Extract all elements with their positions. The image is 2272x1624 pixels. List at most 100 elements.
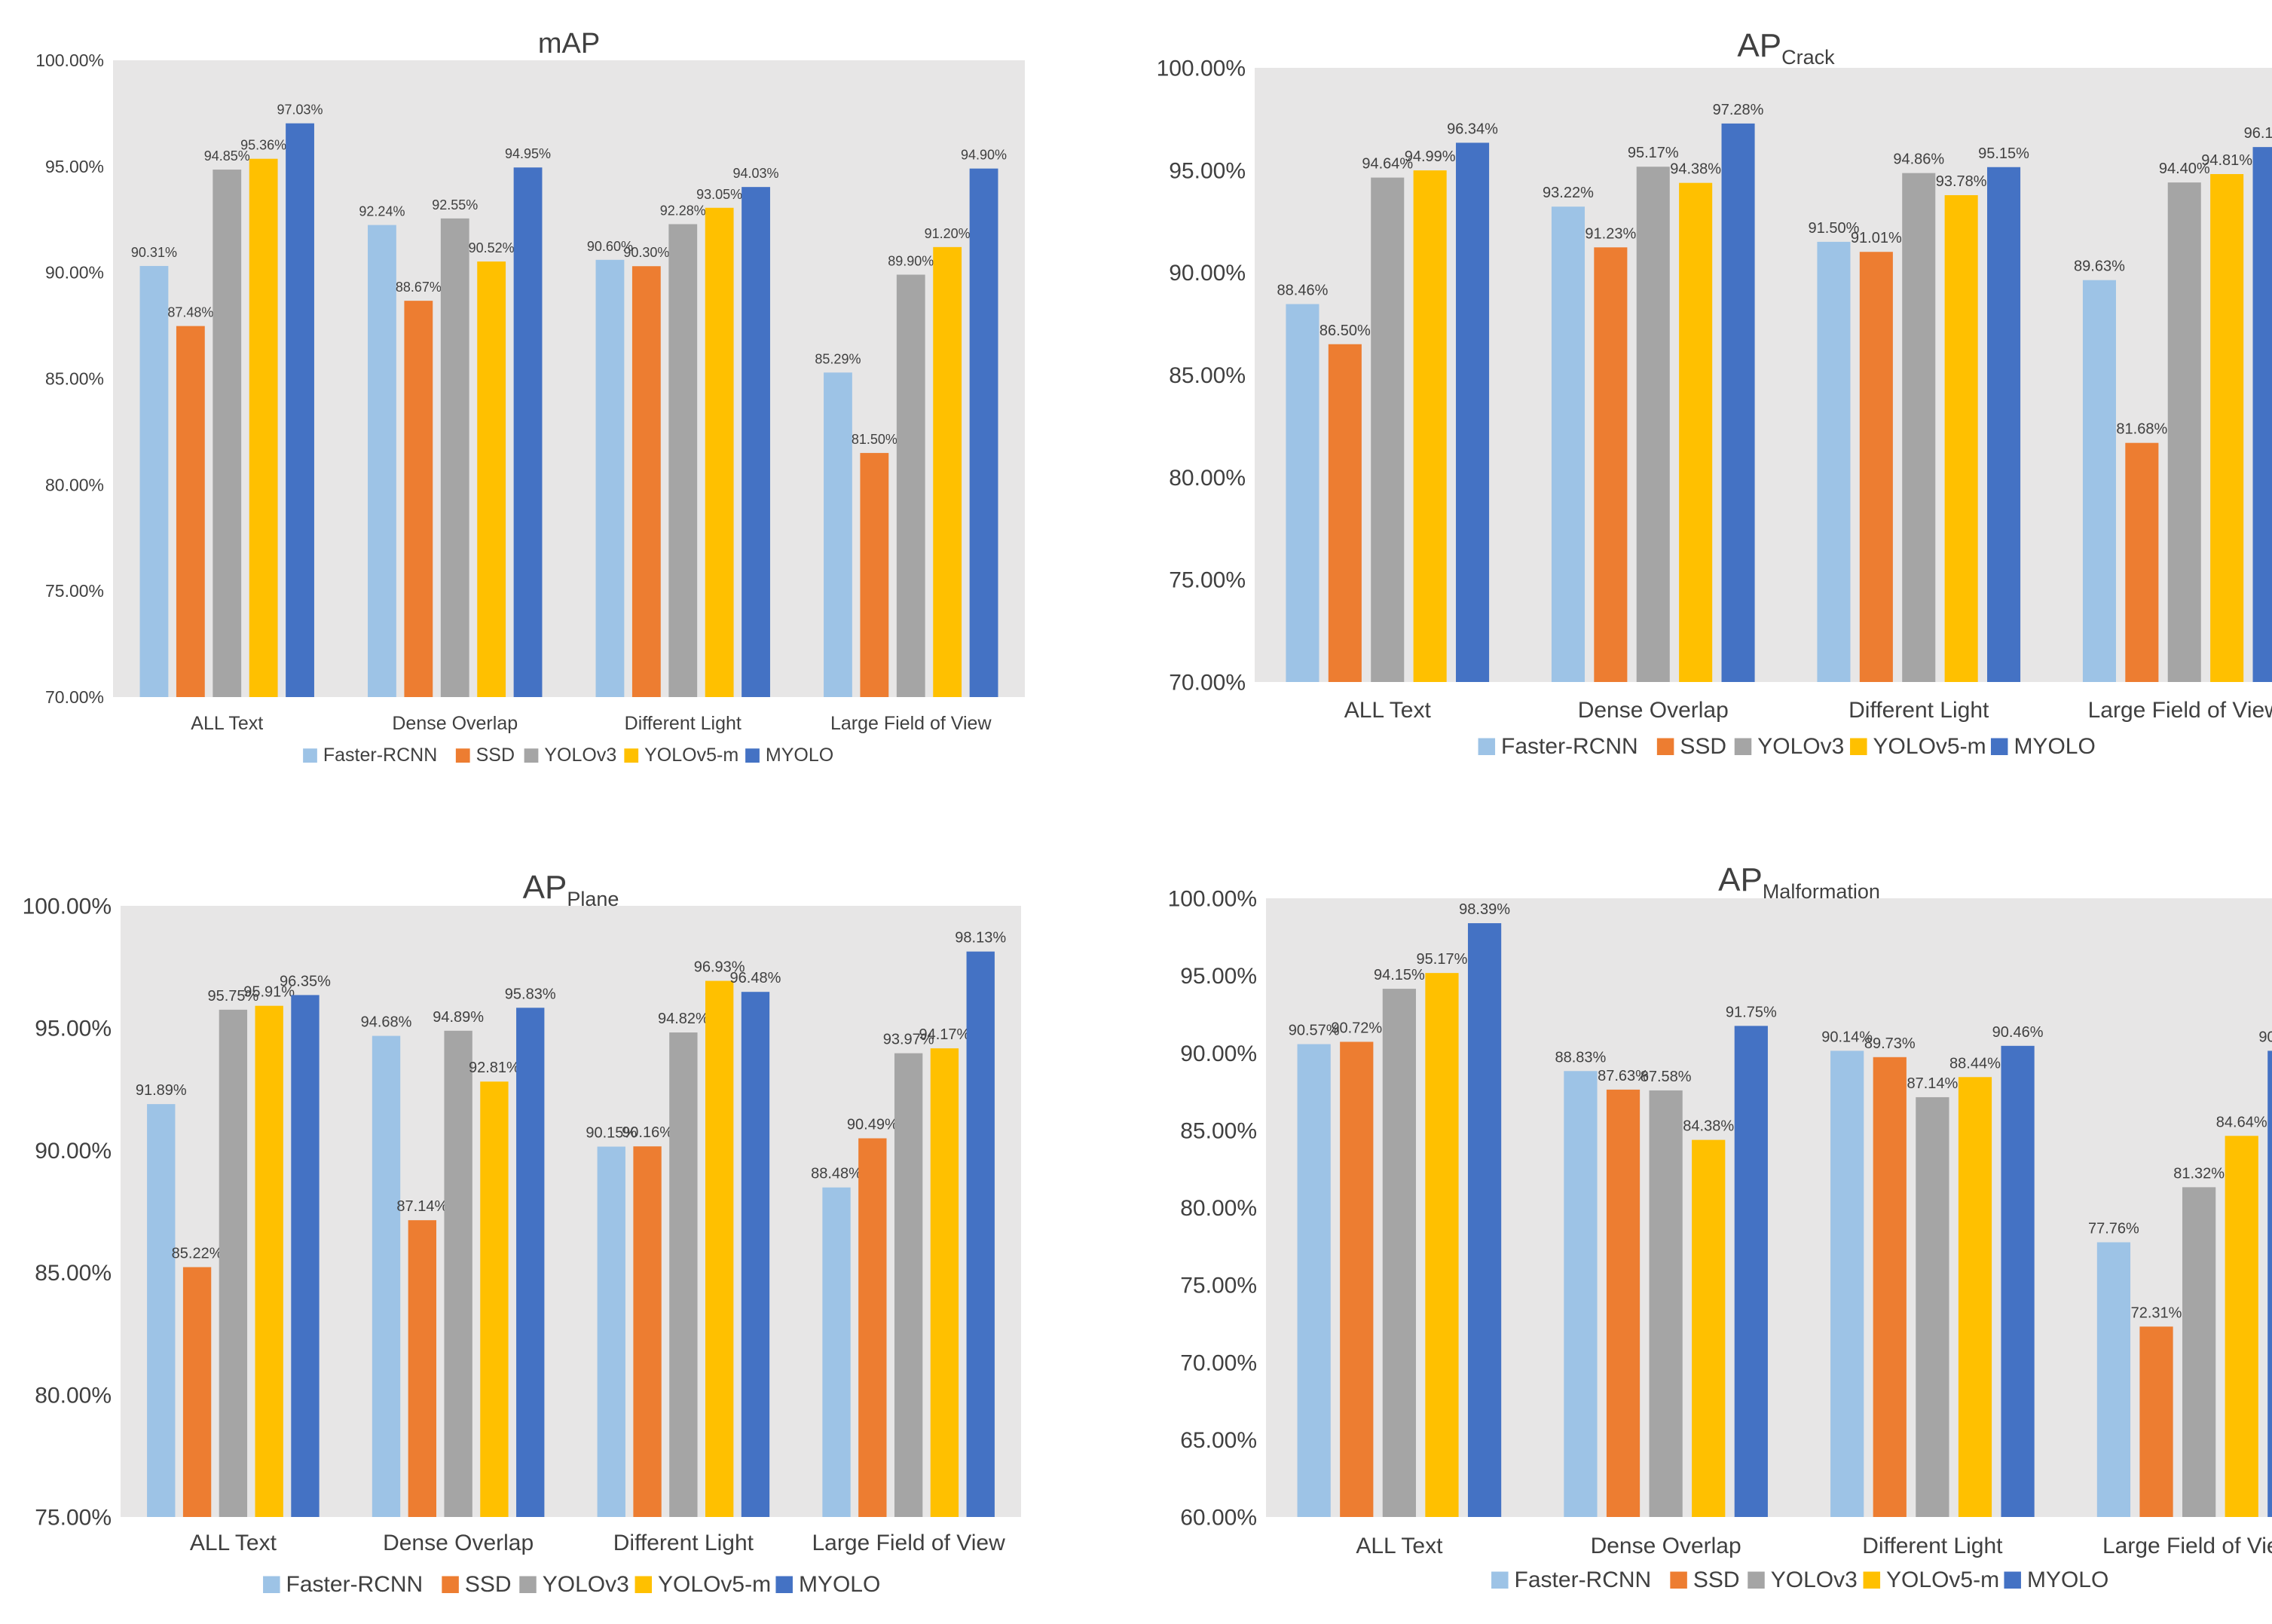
y-tick-label: 95.00% bbox=[1169, 158, 1246, 183]
y-tick-label: 95.00% bbox=[45, 157, 104, 176]
y-tick-label: 85.00% bbox=[1180, 1118, 1257, 1143]
data-label: 91.20% bbox=[925, 226, 971, 241]
legend-swatch bbox=[1863, 1571, 1881, 1589]
legend-label: YOLOv3 bbox=[543, 1572, 629, 1597]
chart-title: APCrack bbox=[1737, 27, 1835, 69]
data-label: 95.83% bbox=[505, 986, 556, 1002]
y-tick-label: 95.00% bbox=[1180, 964, 1257, 989]
data-label: 89.63% bbox=[2074, 258, 2125, 275]
data-label: 81.32% bbox=[2173, 1165, 2225, 1182]
bar-yolov5-m bbox=[477, 261, 506, 697]
bar-yolov3 bbox=[1902, 173, 1936, 683]
bar-ssd bbox=[1873, 1057, 1907, 1517]
legend-item-yolov5-m: YOLOv5-m bbox=[624, 745, 738, 766]
data-label: 94.81% bbox=[2201, 152, 2252, 169]
data-label: 90.31% bbox=[131, 245, 177, 260]
data-label: 87.48% bbox=[167, 305, 213, 320]
x-category-label: Different Light bbox=[625, 713, 742, 734]
bar-yolov3 bbox=[1636, 167, 1670, 683]
data-label: 93.22% bbox=[1543, 185, 1594, 201]
data-label: 90.57% bbox=[1289, 1023, 1340, 1039]
bar-myolo bbox=[286, 123, 314, 697]
data-label: 96.93% bbox=[694, 959, 745, 976]
y-tick-label: 70.00% bbox=[1169, 671, 1246, 696]
bar-yolov3 bbox=[669, 1032, 698, 1517]
legend-label: SSD bbox=[1680, 734, 1726, 759]
bar-faster-rcnn bbox=[2096, 1242, 2131, 1517]
y-tick-label: 100.00% bbox=[1168, 887, 1257, 912]
data-label: 93.05% bbox=[696, 187, 742, 202]
bar-yolov3 bbox=[894, 1053, 923, 1517]
data-label: 87.14% bbox=[396, 1198, 448, 1215]
data-label: 93.97% bbox=[883, 1032, 934, 1048]
bar-myolo bbox=[1734, 1026, 1768, 1517]
bar-yolov5-m bbox=[1692, 1139, 1726, 1517]
legend-label: YOLOv5-m bbox=[1886, 1567, 1999, 1592]
chart-title: APPlane bbox=[523, 869, 619, 910]
data-label: 84.38% bbox=[1683, 1118, 1734, 1135]
bar-yolov3 bbox=[668, 224, 698, 697]
data-label: 98.13% bbox=[955, 930, 1006, 947]
bar-yolov3 bbox=[1916, 1096, 1949, 1517]
data-label: 88.46% bbox=[1277, 283, 1329, 299]
bar-myolo bbox=[1456, 142, 1490, 682]
bar-ssd bbox=[176, 326, 205, 697]
data-label: 92.55% bbox=[432, 197, 478, 213]
bar-myolo bbox=[741, 992, 770, 1517]
bar-yolov5-m bbox=[1413, 170, 1447, 683]
y-tick-label: 95.00% bbox=[35, 1017, 112, 1041]
legend-swatch bbox=[519, 1576, 537, 1593]
data-label: 87.63% bbox=[1598, 1068, 1649, 1084]
data-label: 88.44% bbox=[1949, 1055, 2001, 1072]
bar-myolo bbox=[966, 951, 995, 1517]
chart-title: APMalformation bbox=[1718, 861, 1880, 903]
data-label: 95.36% bbox=[240, 138, 286, 153]
y-tick-label: 85.00% bbox=[35, 1261, 112, 1286]
y-tick-label: 75.00% bbox=[1180, 1274, 1257, 1298]
legend-swatch bbox=[1734, 738, 1752, 755]
data-label: 88.83% bbox=[1555, 1049, 1607, 1066]
y-tick-label: 90.00% bbox=[35, 1139, 112, 1164]
legend-swatch bbox=[524, 748, 539, 763]
legend-swatch bbox=[1748, 1571, 1765, 1589]
data-label: 94.85% bbox=[204, 148, 250, 164]
y-tick-label: 65.00% bbox=[1180, 1428, 1257, 1453]
legend-item-faster-rcnn: Faster-RCNN bbox=[303, 745, 437, 766]
data-label: 94.68% bbox=[361, 1014, 412, 1031]
legend-swatch bbox=[1491, 1571, 1509, 1589]
data-label: 90.16% bbox=[622, 1124, 673, 1141]
data-label: 88.67% bbox=[396, 280, 442, 295]
data-label: 81.50% bbox=[852, 432, 897, 447]
y-tick-label: 100.00% bbox=[1157, 57, 1246, 81]
data-label: 94.89% bbox=[433, 1009, 484, 1026]
y-tick-label: 90.00% bbox=[1180, 1041, 1257, 1066]
x-category-label: Large Field of View bbox=[812, 1531, 1005, 1555]
data-label: 95.17% bbox=[1417, 951, 1468, 968]
x-category-label: Dense Overlap bbox=[392, 713, 518, 734]
legend-item-faster-rcnn: Faster-RCNN bbox=[1491, 1567, 1651, 1592]
bar-ssd bbox=[2139, 1326, 2173, 1517]
data-label: 90.15% bbox=[586, 1125, 637, 1142]
bar-yolov5-m bbox=[2225, 1136, 2258, 1517]
y-tick-label: 80.00% bbox=[45, 475, 104, 494]
data-label: 96.34% bbox=[1447, 121, 1498, 137]
bar-myolo bbox=[2252, 147, 2272, 682]
bar-faster-rcnn bbox=[1551, 206, 1585, 682]
bar-faster-rcnn bbox=[372, 1035, 401, 1517]
bar-myolo bbox=[2001, 1045, 2035, 1517]
legend-item-myolo: MYOLO bbox=[2004, 1567, 2108, 1592]
bar-faster-rcnn bbox=[595, 259, 625, 697]
data-label: 84.64% bbox=[2216, 1114, 2267, 1130]
legend-swatch bbox=[745, 748, 760, 763]
bar-ssd bbox=[860, 453, 889, 697]
bar-yolov5-m bbox=[705, 980, 734, 1517]
bar-yolov5-m bbox=[255, 1005, 283, 1517]
data-label: 90.14% bbox=[2258, 1029, 2272, 1045]
legend-item-myolo: MYOLO bbox=[775, 1572, 880, 1597]
legend-label: YOLOv3 bbox=[1757, 734, 1844, 759]
legend-label: Faster-RCNN bbox=[323, 745, 437, 766]
bar-faster-rcnn bbox=[147, 1104, 176, 1517]
x-category-label: ALL Text bbox=[191, 713, 263, 734]
x-category-label: ALL Text bbox=[1356, 1534, 1443, 1558]
legend-swatch bbox=[1656, 738, 1674, 755]
